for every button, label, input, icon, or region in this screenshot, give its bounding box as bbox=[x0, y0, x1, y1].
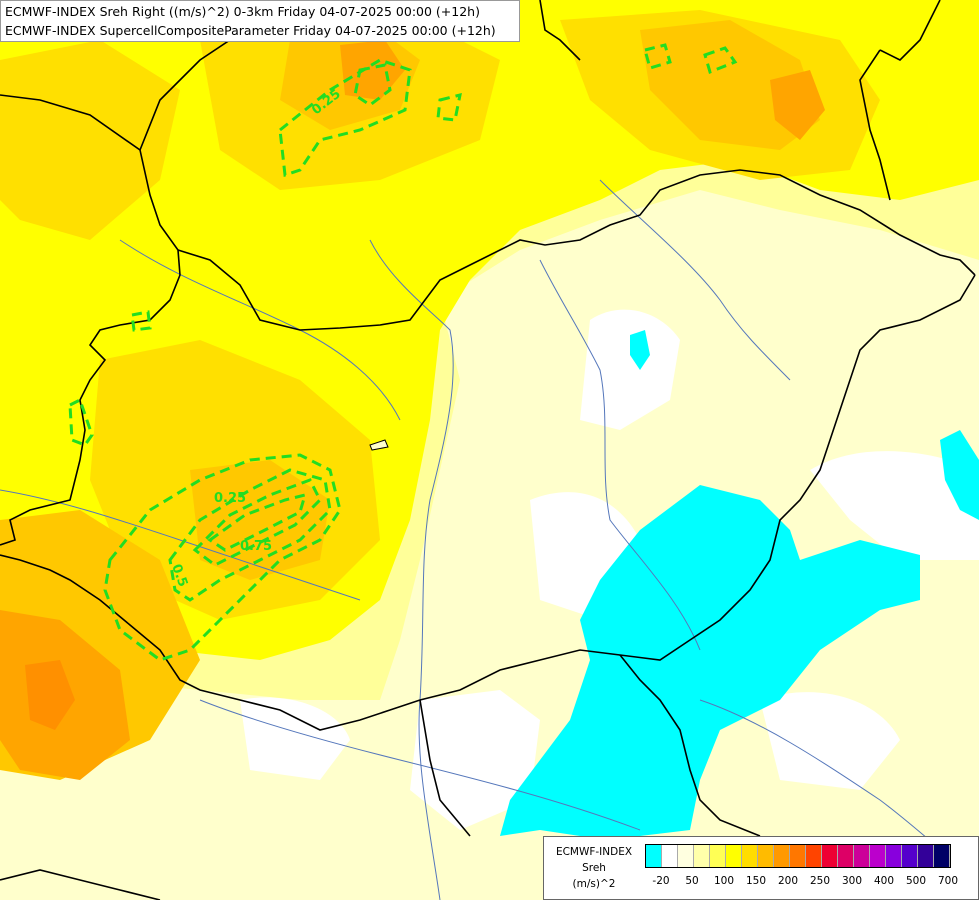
legend-swatch bbox=[726, 845, 742, 867]
legend-swatch bbox=[838, 845, 854, 867]
white-region-center bbox=[580, 309, 680, 430]
legend-swatch bbox=[822, 845, 838, 867]
legend-swatch bbox=[902, 845, 918, 867]
cyan-region bbox=[500, 485, 920, 836]
deep-yellow-west bbox=[0, 40, 180, 240]
legend-tick-labels: -20 50 100 150 200 250 300 400 500 700 bbox=[645, 875, 975, 889]
orange-south-west-core bbox=[25, 660, 75, 730]
legend-swatch bbox=[790, 845, 806, 867]
legend-swatch bbox=[870, 845, 886, 867]
legend-swatch bbox=[806, 845, 822, 867]
legend-swatch bbox=[742, 845, 758, 867]
legend-swatch bbox=[646, 845, 662, 867]
title-line-sreh: ECMWF-INDEX Sreh Right ((m/s)^2) 0-3km F… bbox=[5, 4, 480, 19]
contour-label-south-c: 0.75 bbox=[240, 539, 272, 554]
legend-tick-label: 150 bbox=[745, 875, 767, 887]
contour-label-south-a: 0.25 bbox=[214, 491, 246, 506]
legend-swatch bbox=[918, 845, 934, 867]
legend-swatch bbox=[886, 845, 902, 867]
legend-tick-label: 400 bbox=[873, 875, 895, 887]
legend-tick-label: 500 bbox=[905, 875, 927, 887]
scp-contours bbox=[68, 43, 738, 662]
legend-label-source: ECMWF-INDEX bbox=[555, 846, 633, 858]
legend-swatch bbox=[694, 845, 710, 867]
orange-north-east bbox=[770, 70, 825, 140]
legend-swatch bbox=[758, 845, 774, 867]
legend-tick-label: 300 bbox=[841, 875, 863, 887]
cyan-region-east bbox=[940, 430, 979, 520]
color-legend: ECMWF-INDEX Sreh (m/s)^2 -20 50 100 150 200 2… bbox=[543, 836, 979, 900]
lake-outline bbox=[369, 439, 389, 451]
cyan-spot-center bbox=[630, 330, 650, 370]
white-region-south-west bbox=[240, 697, 350, 780]
title-line-scp: ECMWF-INDEX SupercellCompositeParameter … bbox=[5, 23, 496, 38]
legend-swatch bbox=[678, 845, 694, 867]
legend-label-param: Sreh bbox=[582, 862, 606, 874]
map-title-box: ECMWF-INDEX Sreh Right ((m/s)^2) 0-3km F… bbox=[0, 0, 520, 42]
legend-tick-label: 50 bbox=[685, 875, 699, 887]
legend-tick-label: -20 bbox=[652, 875, 670, 887]
white-region-south bbox=[410, 690, 540, 830]
legend-label-unit: (m/s)^2 bbox=[572, 878, 616, 890]
legend-tick-label: 200 bbox=[777, 875, 799, 887]
legend-swatch bbox=[774, 845, 790, 867]
legend-tick-label: 700 bbox=[937, 875, 959, 887]
contour-label-south-b: 0.5 bbox=[168, 562, 190, 589]
white-region-south-east bbox=[760, 692, 900, 790]
legend-swatch bbox=[854, 845, 870, 867]
legend-color-scale bbox=[645, 844, 951, 868]
legend-tick-label: 250 bbox=[809, 875, 831, 887]
legend-swatch bbox=[710, 845, 726, 867]
white-region-east bbox=[810, 451, 979, 560]
legend-swatch bbox=[934, 845, 950, 867]
legend-tick-label: 100 bbox=[713, 875, 735, 887]
legend-swatch bbox=[662, 845, 678, 867]
